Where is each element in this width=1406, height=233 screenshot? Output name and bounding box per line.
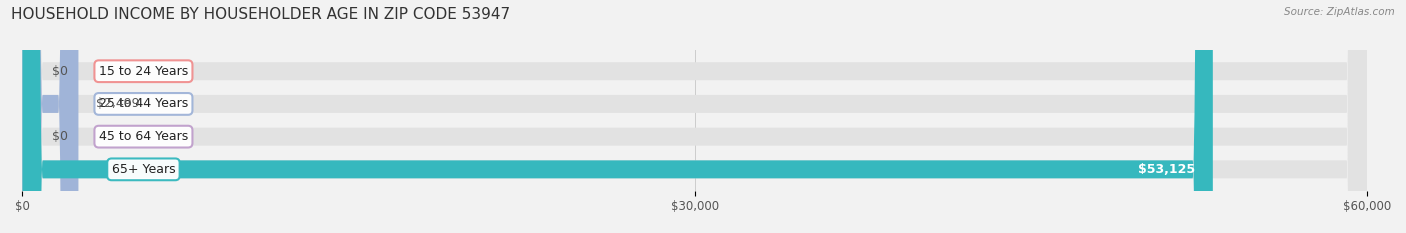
Text: $0: $0 [52, 65, 67, 78]
Text: 25 to 44 Years: 25 to 44 Years [98, 97, 188, 110]
FancyBboxPatch shape [22, 0, 1367, 233]
Text: Source: ZipAtlas.com: Source: ZipAtlas.com [1284, 7, 1395, 17]
Text: $53,125: $53,125 [1137, 163, 1195, 176]
Text: 45 to 64 Years: 45 to 64 Years [98, 130, 188, 143]
FancyBboxPatch shape [22, 0, 1367, 233]
Text: $2,499: $2,499 [97, 97, 139, 110]
FancyBboxPatch shape [22, 0, 1213, 233]
FancyBboxPatch shape [22, 0, 1367, 233]
Text: $0: $0 [52, 130, 67, 143]
FancyBboxPatch shape [22, 0, 79, 233]
Text: HOUSEHOLD INCOME BY HOUSEHOLDER AGE IN ZIP CODE 53947: HOUSEHOLD INCOME BY HOUSEHOLDER AGE IN Z… [11, 7, 510, 22]
FancyBboxPatch shape [22, 0, 1367, 233]
Text: 15 to 24 Years: 15 to 24 Years [98, 65, 188, 78]
Text: 65+ Years: 65+ Years [111, 163, 176, 176]
